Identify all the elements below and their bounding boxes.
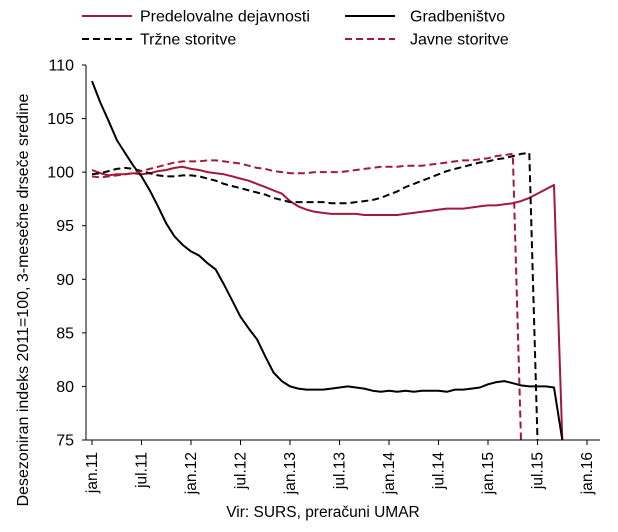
y-axis-label: Desezoniran indeks 2011=100, 3-mesečne d… [15,93,32,506]
y-tick-label: 85 [56,325,74,342]
x-tick-label: jan.15 [480,452,497,495]
x-tick-label: jul.13 [332,452,349,490]
x-tick-label: jan.14 [381,452,398,496]
legend-label-1: Gradbeništvo [410,9,505,26]
series-line-0 [91,165,564,441]
series-line-2 [91,151,539,441]
series-line-3 [91,152,522,441]
legend: Predelovalne dejavnosti Gradbeništvo Tržne… [82,9,509,49]
x-tick-label: jan.16 [579,452,596,495]
series-group [91,80,564,441]
y-tick-label: 90 [56,272,74,289]
y-tick-label: 75 [56,433,74,450]
y-tick-label: 80 [56,379,74,396]
x-tick-label: jan.11 [84,452,101,494]
y-tick-label: 100 [47,165,74,182]
series-line-1 [91,80,564,441]
x-tick-label: jan.13 [282,452,299,495]
x-tick-label: jul.15 [530,452,547,490]
axes: 75 80 85 90 95 100 105 110 jan.11 jul.11 jan.12 jul… [47,58,600,496]
source-note: Vir: SURS, preračuni UMAR [226,504,420,521]
y-tick-label: 110 [48,58,74,75]
legend-label-0: Predelovalne dejavnosti [140,9,310,26]
x-tick-label: jul.14 [431,452,448,490]
legend-label-2: Tržne storitve [140,32,236,49]
legend-label-3: Javne storitve [410,32,509,49]
x-tick-label: jul.11 [134,452,151,489]
x-tick-label: jul.12 [233,452,250,490]
y-tick-label: 95 [56,218,74,235]
x-tick-label: jan.12 [183,452,200,495]
y-tick-label: 105 [47,111,74,128]
